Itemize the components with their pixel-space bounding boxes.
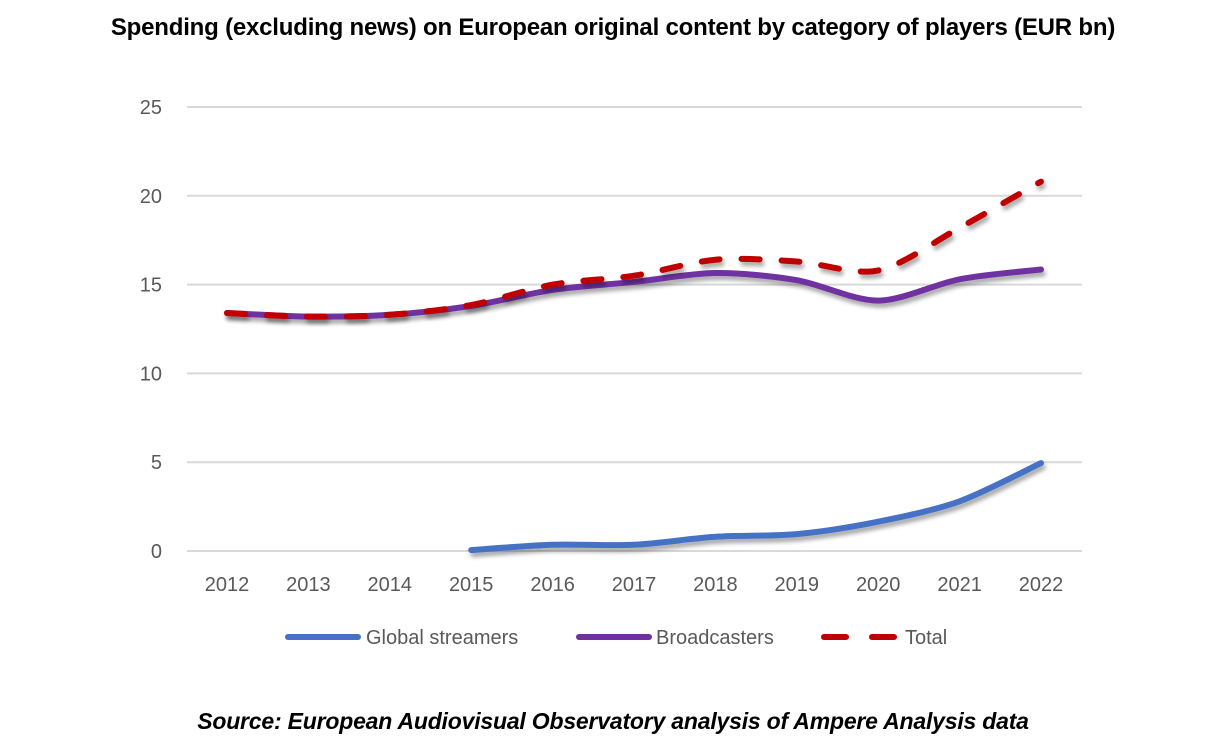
legend-item-global-streamers: Global streamers [285,627,518,649]
y-axis: 0 5 10 15 20 25 [140,97,162,563]
legend-item-broadcasters: Broadcasters [576,627,774,649]
x-tick-label: 2013 [286,574,331,596]
legend: Global streamers Broadcasters Total [285,627,947,649]
x-tick-label: 2020 [856,574,901,596]
y-tick-label: 0 [151,541,162,563]
series-line-total [224,178,1044,320]
y-tick-label: 10 [140,363,162,385]
y-tick-label: 25 [140,97,162,119]
legend-label: Global streamers [366,627,518,649]
x-axis: 2012 2013 2014 2015 2016 2017 2018 2019 2020 2021… [205,574,1064,596]
x-tick-label: 2017 [612,574,657,596]
y-tick-label: 5 [151,452,162,474]
x-tick-label: 2016 [530,574,575,596]
chart-source: Source: European Audiovisual Observatory… [197,708,1029,734]
series-lines [224,178,1044,554]
x-tick-label: 2022 [1019,574,1064,596]
legend-label: Total [905,627,947,649]
x-tick-label: 2012 [205,574,250,596]
series-line-global-streamers [468,460,1044,554]
x-tick-label: 2015 [449,574,494,596]
y-tick-label: 15 [140,275,162,297]
legend-label: Broadcasters [656,627,774,649]
x-tick-label: 2014 [368,574,413,596]
y-tick-label: 20 [140,186,162,208]
x-tick-label: 2021 [937,574,982,596]
chart-title: Spending (excluding news) on European or… [110,14,1116,41]
x-tick-label: 2019 [775,574,820,596]
legend-item-total: Total [821,627,947,649]
gridlines [187,106,1082,552]
x-tick-label: 2018 [693,574,738,596]
